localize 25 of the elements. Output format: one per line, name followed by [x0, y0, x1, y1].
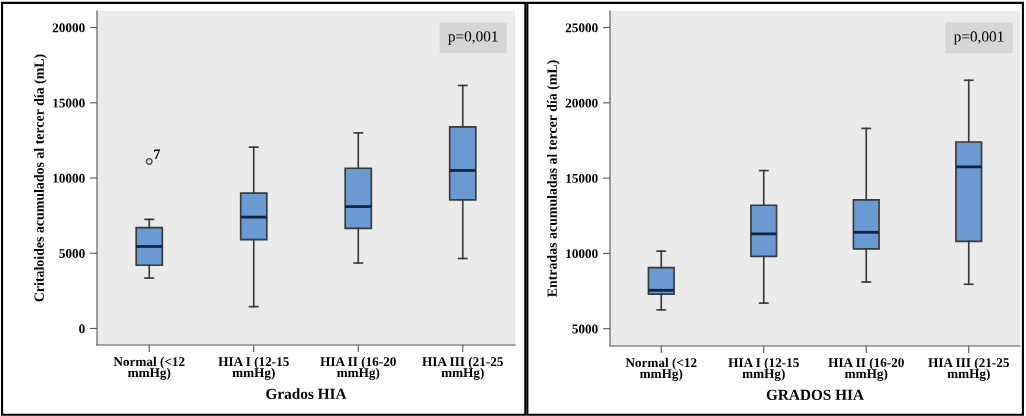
annotation: p=0,001 — [953, 31, 1004, 45]
x-tick-label: HIA I (12-15 mmHg) — [218, 356, 289, 380]
y-tick-label: 10000 — [53, 173, 85, 183]
x-tick-label: HIA II (16-20 mmHg) — [320, 356, 396, 380]
y-axis-title: Entradas acumuladas al tercer día (mL) — [547, 60, 560, 298]
x-tick-label: HIA III (21-25 mmHg) — [422, 356, 503, 380]
y-tick-label: 25000 — [565, 23, 598, 33]
x-tick-label: HIA I (12-15 mmHg) — [728, 357, 799, 381]
x-tick-label: HIA II (16-20 mmHg) — [828, 357, 904, 381]
x-axis-title: Grados HIA — [266, 388, 347, 400]
x-tick-label: Normal (<12 mmHg) — [113, 356, 185, 380]
y-tick-label: 5000 — [59, 249, 85, 258]
x-tick-label: HIA III (21-25 mmHg) — [928, 357, 1009, 381]
y-tick-label: 0 — [79, 324, 85, 334]
y-tick-label: 10000 — [566, 249, 598, 259]
y-tick-label: 5000 — [572, 324, 598, 334]
y-axis-title: Critaloides acumulados al tercer día (mL) — [34, 54, 47, 302]
annotation: 7 — [154, 149, 161, 159]
y-tick-label: 15000 — [53, 98, 85, 108]
y-tick-label: 20000 — [52, 23, 85, 33]
x-axis-title: GRADOS HIA — [766, 389, 864, 401]
x-tick-label: Normal (<12 mmHg) — [625, 357, 697, 381]
annotation: p=0,001 — [448, 31, 498, 45]
y-tick-label: 15000 — [566, 173, 598, 183]
y-tick-label: 20000 — [565, 98, 598, 108]
